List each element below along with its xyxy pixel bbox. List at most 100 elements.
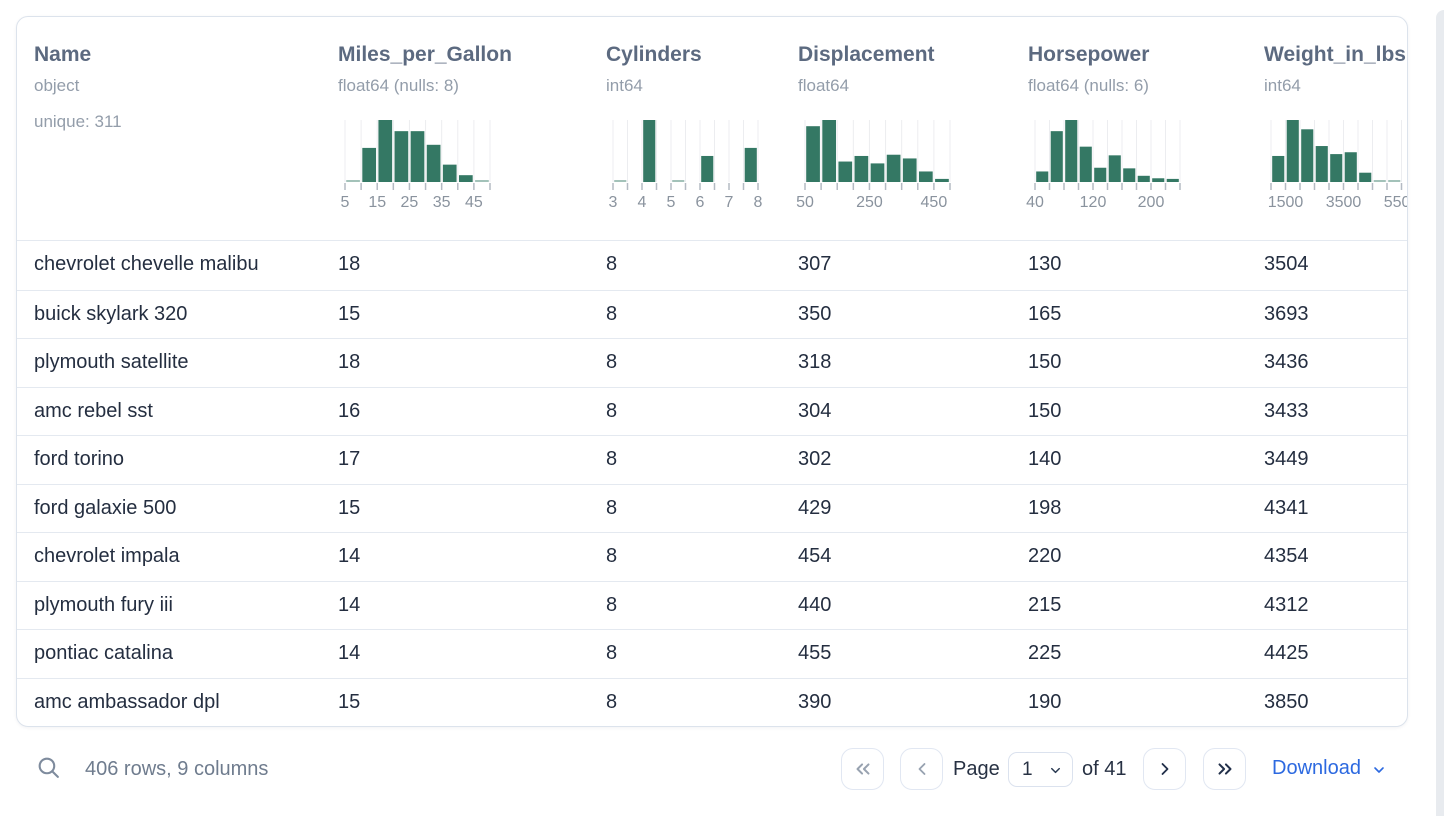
table-cell: 14 (338, 593, 361, 616)
table-cell: chevrolet chevelle malibu (34, 253, 259, 275)
column-type: int64 (606, 76, 643, 95)
column-header-displacement[interactable]: Displacement float64 50 250 450 (796, 42, 1028, 240)
svg-text:35: 35 (433, 194, 451, 211)
prev-page-button[interactable] (900, 748, 943, 790)
table-body: chevrolet chevelle malibu 18 8 307 130 3504 bu… (17, 241, 1407, 726)
column-histogram[interactable]: 5 15 25 35 45 (341, 120, 491, 212)
table-cell: 318 (798, 351, 832, 373)
table-cell: 17 (338, 448, 361, 470)
column-title: Horsepower (1028, 43, 1150, 66)
table-row[interactable]: amc rebel sst 16 8 304 150 3433 (17, 386, 1407, 436)
svg-text:4: 4 (638, 194, 647, 211)
svg-text:45: 45 (465, 194, 483, 211)
table-cell: 307 (798, 253, 832, 275)
svg-text:25: 25 (401, 194, 419, 211)
row-column-summary: 406 rows, 9 columns (85, 758, 269, 780)
chevron-right-icon (1161, 763, 1168, 775)
svg-text:120: 120 (1080, 194, 1107, 211)
chevron-down-icon (1374, 767, 1384, 773)
table-cell: 4354 (1264, 545, 1309, 567)
column-header-miles_per_gallon[interactable]: Miles_per_Gallon float64 (nulls: 8) 5 15 25 3… (338, 42, 606, 240)
table-cell: 3693 (1264, 302, 1309, 325)
table-footer: 406 rows, 9 columns Page 1 of 41 Downloa… (0, 735, 1444, 816)
table-row[interactable]: plymouth fury iii 14 8 440 215 4312 (17, 580, 1407, 630)
column-histogram[interactable]: 3 4 5 6 7 8 (609, 120, 763, 212)
column-type: object (34, 76, 80, 95)
table-cell: plymouth fury iii (34, 593, 173, 616)
table-cell: 14 (338, 545, 361, 567)
table-row[interactable]: chevrolet chevelle malibu 18 8 307 130 3504 (17, 241, 1407, 290)
table-cell: 8 (606, 642, 618, 664)
table-cell: 3436 (1264, 351, 1309, 373)
table-cell: 3850 (1264, 690, 1309, 713)
table-cell: amc rebel sst (34, 399, 153, 422)
search-icon[interactable] (36, 755, 61, 780)
table-cell: 225 (1028, 642, 1062, 664)
next-page-button[interactable] (1143, 748, 1186, 790)
table-cell: 165 (1028, 302, 1062, 325)
table-cell: 215 (1028, 593, 1062, 616)
column-type: int64 (1264, 76, 1301, 95)
table-cell: 302 (798, 448, 832, 470)
table-cell: 15 (338, 690, 361, 713)
chevron-left-icon (918, 763, 925, 775)
table-cell: 8 (606, 448, 618, 470)
table-cell: 15 (338, 302, 361, 325)
table-row[interactable]: chevrolet impala 14 8 454 220 4354 (17, 532, 1407, 581)
table-cell: 4341 (1264, 496, 1309, 519)
svg-text:15: 15 (368, 194, 386, 211)
table-cell: 4312 (1264, 593, 1309, 616)
svg-text:7: 7 (725, 194, 734, 211)
table-cell: 190 (1028, 690, 1062, 713)
table-row[interactable]: ford galaxie 500 15 8 429 198 4341 (17, 483, 1407, 533)
column-histogram[interactable]: 50 250 450 (796, 120, 951, 212)
table-cell: chevrolet impala (34, 545, 180, 567)
table-cell: 8 (606, 253, 618, 275)
column-header-name[interactable]: Name object unique: 311 (34, 42, 338, 240)
table-cell: 8 (606, 593, 618, 616)
table-cell: 390 (798, 690, 832, 713)
table-cell: 14 (338, 642, 361, 664)
download-button[interactable]: Download (1272, 757, 1387, 780)
column-title: Weight_in_lbs (1264, 43, 1406, 66)
table-cell: 440 (798, 593, 832, 616)
table-row[interactable]: amc ambassador dpl 15 8 390 190 3850 (17, 677, 1407, 727)
svg-text:50: 50 (796, 194, 814, 211)
column-histogram[interactable]: 1500 3500 5500 (1268, 120, 1408, 212)
svg-text:5: 5 (667, 194, 676, 211)
column-title: Displacement (798, 43, 935, 66)
table-row[interactable]: ford torino 17 8 302 140 3449 (17, 435, 1407, 484)
first-page-button[interactable] (841, 748, 884, 790)
table-row[interactable]: plymouth satellite 18 8 318 150 3436 (17, 338, 1407, 387)
last-page-button[interactable] (1203, 748, 1246, 790)
table-cell: 3449 (1264, 448, 1309, 470)
header-row: Name object unique: 311 Miles_per_Gallon flo… (17, 17, 1407, 241)
column-header-weight_in_lbs[interactable]: Weight_in_lbs int64 1500 3500 5500 (1264, 42, 1408, 240)
column-histogram[interactable]: 40 120 200 (1026, 120, 1181, 212)
table-cell: 3433 (1264, 399, 1309, 422)
download-label: Download (1272, 757, 1361, 779)
column-header-cylinders[interactable]: Cylinders int64 3 4 5 6 7 8 (606, 42, 798, 240)
table-cell: 350 (798, 302, 832, 325)
table-cell: 198 (1028, 496, 1062, 519)
table-row[interactable]: pontiac catalina 14 8 455 225 4425 (17, 629, 1407, 678)
column-title: Cylinders (606, 43, 702, 66)
svg-text:1500: 1500 (1268, 194, 1304, 211)
chevrons-left-icon (855, 763, 870, 775)
column-header-horsepower[interactable]: Horsepower float64 (nulls: 6) 40 120 200 (1026, 42, 1264, 240)
adjacent-panel-edge (1436, 10, 1444, 816)
table-cell: ford torino (34, 448, 125, 470)
page-select-value: 1 (1022, 758, 1033, 780)
svg-text:5500: 5500 (1384, 194, 1408, 211)
column-unique-count: unique: 311 (34, 112, 122, 131)
table-cell: 130 (1028, 253, 1062, 275)
table-row[interactable]: buick skylark 320 15 8 350 165 3693 (17, 289, 1407, 339)
chevrons-right-icon (1217, 763, 1232, 775)
page-count-label: of 41 (1082, 758, 1127, 780)
table-cell: 304 (798, 399, 832, 422)
page-select[interactable]: 1 (1008, 752, 1073, 787)
table-cell: 8 (606, 545, 618, 567)
table-cell: 455 (798, 642, 832, 664)
table-cell: 8 (606, 399, 618, 422)
table-cell: 150 (1028, 399, 1062, 422)
